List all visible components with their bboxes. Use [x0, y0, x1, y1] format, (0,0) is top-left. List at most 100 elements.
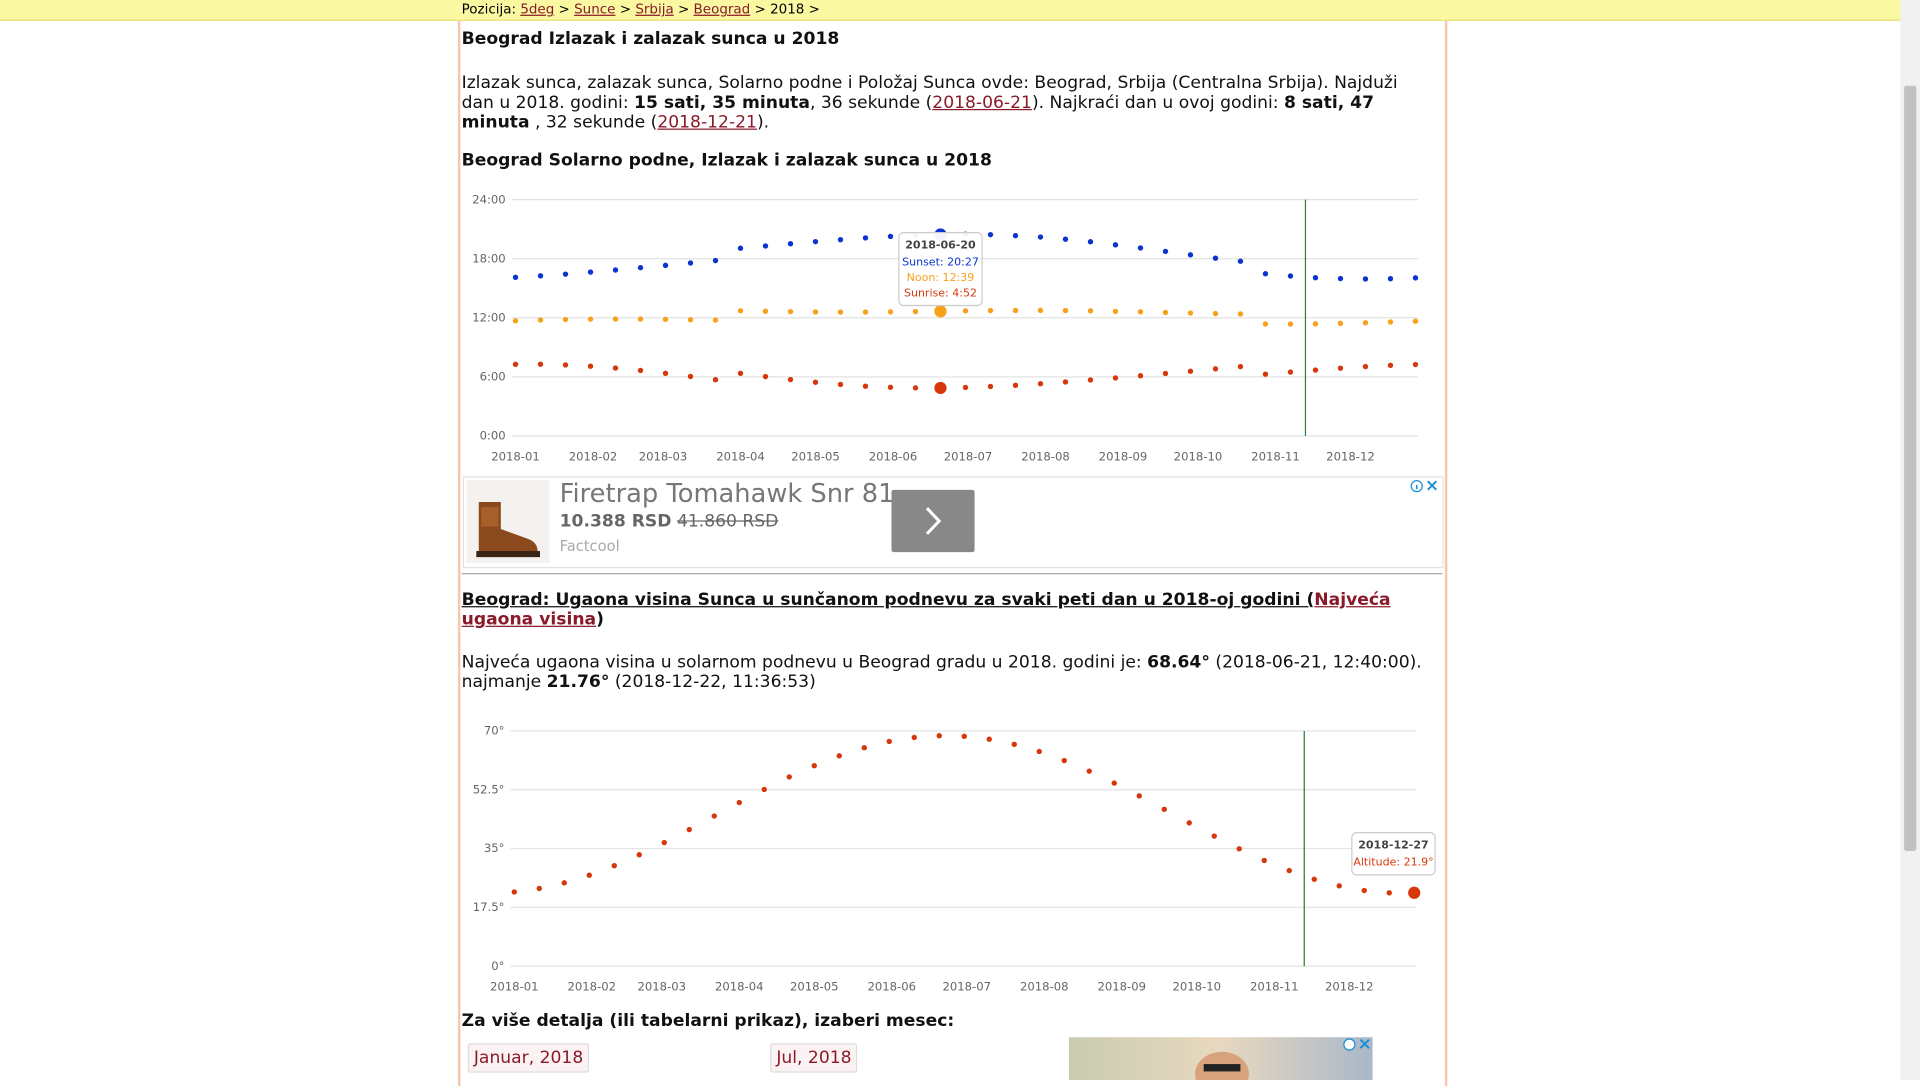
data-point [837, 236, 844, 243]
data-point [511, 889, 517, 895]
data-point [934, 381, 947, 395]
data-point [737, 245, 744, 251]
ad-image[interactable] [1068, 1037, 1373, 1081]
date-link[interactable]: 2018-12-21 [657, 112, 757, 133]
text: (2018-12-22, 11:36:53) [609, 672, 816, 692]
data-point [1287, 369, 1294, 375]
data-point [1212, 310, 1219, 317]
data-point [962, 308, 969, 314]
data-point [1236, 846, 1242, 852]
data-point [1237, 258, 1244, 264]
data-point [662, 262, 669, 269]
data-point [712, 376, 719, 383]
y-tick-label: 35° [484, 841, 505, 855]
separator: > [808, 1, 820, 18]
data-point [587, 363, 594, 369]
breadcrumb-link[interactable]: 5deg [520, 1, 555, 18]
data-point [637, 264, 644, 271]
heading-link[interactable]: Najveća ugaona visina [461, 590, 1391, 630]
date-link[interactable]: 2018-06-21 [932, 93, 1032, 113]
text: ). [756, 112, 770, 133]
ad-button[interactable] [891, 489, 975, 553]
data-point [1161, 806, 1167, 812]
ad-choices[interactable] [1409, 479, 1441, 494]
x-tick-label: 2018-11 [1251, 449, 1300, 463]
ad-banner[interactable]: Firetrap Tomahawk Snr 81 10.388 RSD 41.8… [462, 476, 1444, 569]
data-point [887, 233, 894, 240]
data-point [936, 733, 942, 739]
y-tick-label: 0:00 [480, 429, 506, 443]
data-point [1112, 375, 1119, 381]
data-point [762, 373, 769, 380]
data-point [1337, 275, 1344, 282]
data-point [1087, 239, 1094, 245]
data-point [1262, 321, 1269, 327]
separator: > [754, 1, 766, 18]
tooltip-line: Altitude: 21.9° [1353, 856, 1433, 869]
x-tick-label: 2018-12 [1326, 449, 1375, 463]
separator: > [558, 1, 570, 18]
data-point [987, 231, 994, 238]
data-point [637, 316, 644, 322]
data-point [961, 733, 967, 739]
ad-price: 10.388 RSD [559, 511, 672, 532]
month-button[interactable]: Januar, 2018 [467, 1043, 590, 1073]
data-point [1162, 248, 1169, 255]
tooltip-line: Sunrise: 4:52 [904, 286, 977, 299]
data-point [1062, 307, 1069, 314]
data-point [1162, 309, 1169, 316]
data-point [1237, 311, 1244, 317]
x-tick-label: 2018-06 [867, 980, 916, 994]
scrollbar[interactable] [1900, 0, 1920, 1081]
data-point [737, 308, 744, 314]
ad-brand: Factcool [559, 537, 620, 555]
breadcrumb-link[interactable]: Srbija [635, 1, 674, 18]
data-point [1162, 370, 1169, 377]
tooltip-title: 2018-12-27 [1358, 839, 1428, 852]
y-tick-label: 18:00 [472, 251, 506, 265]
data-point [837, 309, 844, 315]
data-point [612, 267, 619, 273]
data-point [1211, 833, 1217, 839]
data-point [862, 383, 869, 389]
text: 15 sati, 35 minuta [634, 93, 810, 113]
data-point [1137, 245, 1144, 251]
text: Beograd: Ugaona visina Sunca u sunčanom … [461, 590, 1315, 610]
data-point [1036, 748, 1042, 755]
data-point [1312, 274, 1319, 281]
separator: > [677, 1, 690, 18]
data-point [987, 307, 994, 314]
data-point [1062, 379, 1069, 385]
tooltip-box [898, 232, 983, 307]
x-tick-label: 2018-08 [1020, 980, 1069, 994]
month-button[interactable]: Jul, 2018 [770, 1043, 858, 1073]
data-point [1408, 886, 1421, 899]
data-point [1136, 793, 1142, 799]
data-point [762, 308, 769, 314]
data-point [1037, 381, 1044, 387]
y-tick-label: 70° [484, 724, 505, 738]
y-tick-label: 12:00 [472, 310, 506, 324]
data-point [1387, 319, 1394, 325]
x-tick-label: 2018-10 [1174, 449, 1223, 463]
breadcrumb-link[interactable]: Sunce [574, 1, 616, 18]
data-point [1337, 365, 1344, 371]
data-point [562, 362, 569, 368]
data-point [1212, 255, 1219, 261]
data-point [586, 872, 592, 878]
y-tick-label: 24:00 [472, 192, 506, 206]
data-point [1387, 275, 1394, 282]
data-point [687, 260, 694, 266]
data-point [1336, 883, 1342, 889]
data-point [587, 316, 594, 322]
data-point [512, 361, 519, 368]
data-point [862, 309, 869, 315]
y-tick-label: 6:00 [480, 370, 506, 384]
x-tick-label: 2018-10 [1172, 980, 1221, 994]
text: ) [596, 609, 604, 630]
data-point [512, 318, 519, 324]
y-tick-label: 52.5° [473, 782, 505, 796]
breadcrumb-link[interactable]: Beograd [693, 1, 751, 18]
data-point [1212, 366, 1219, 372]
data-point [686, 826, 692, 833]
